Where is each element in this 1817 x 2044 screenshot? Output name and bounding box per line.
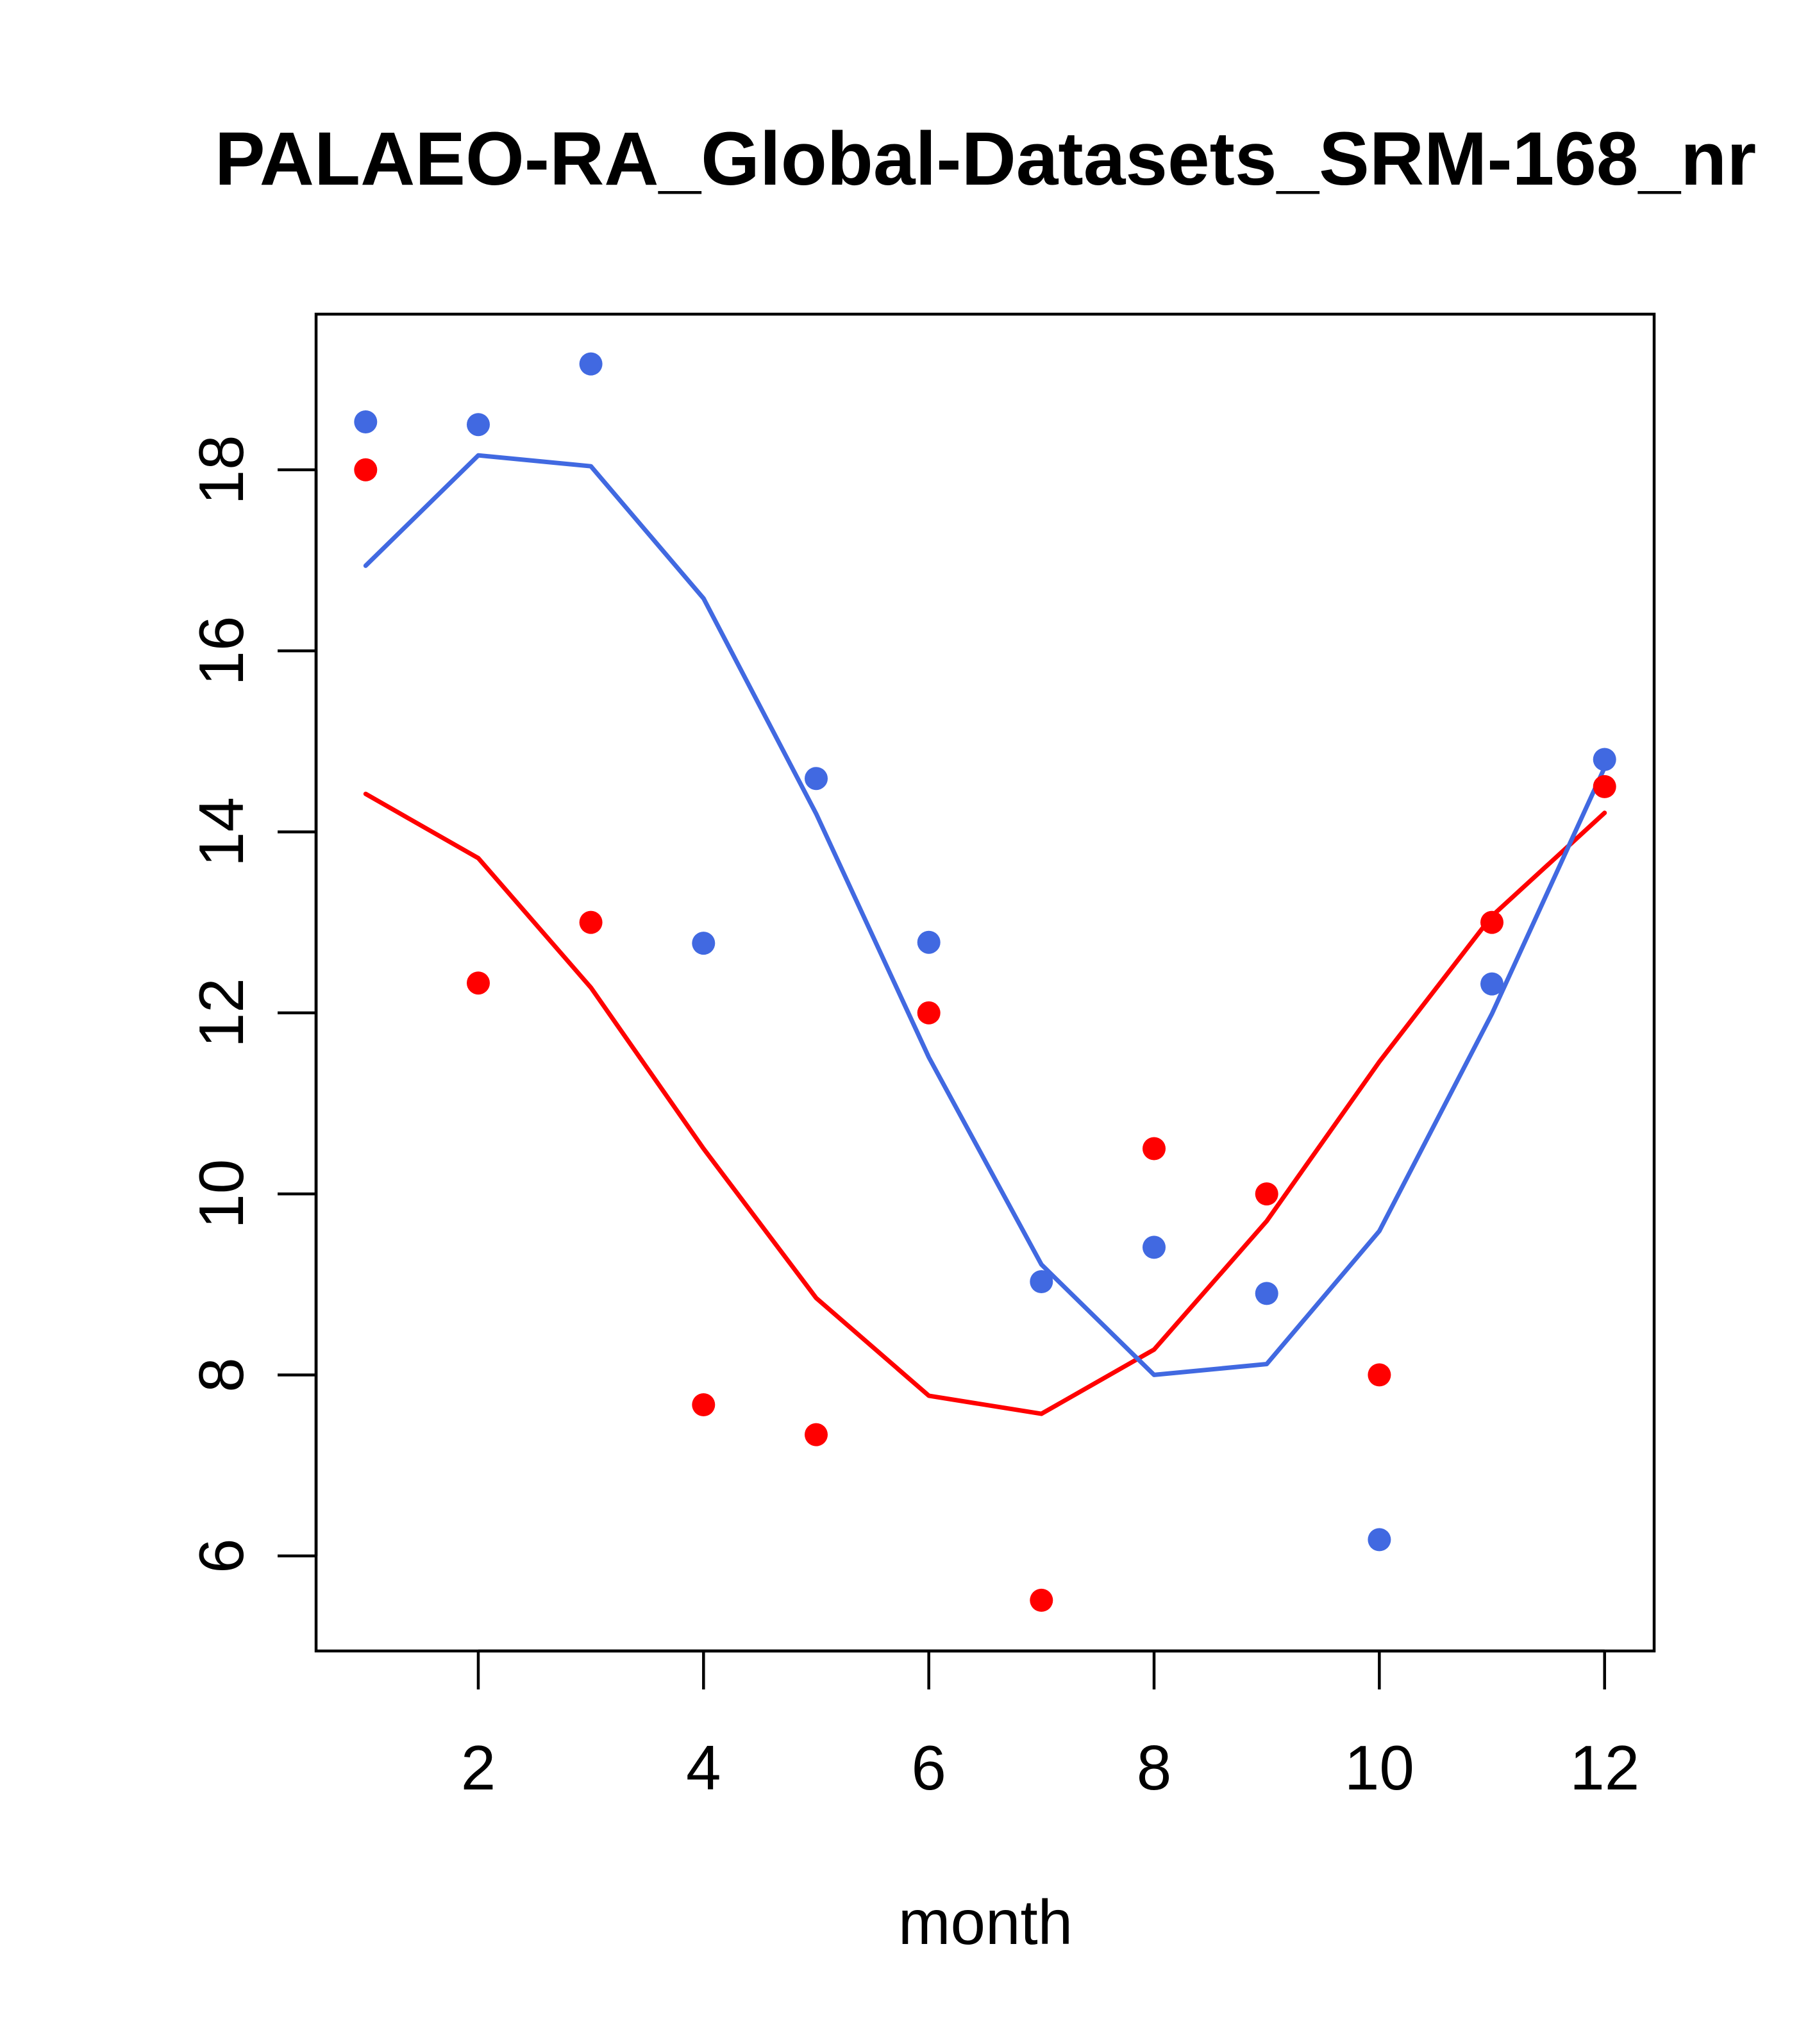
x-axis-label: month <box>898 1887 1073 1957</box>
blue-points <box>354 352 1616 1552</box>
y-axis: 6 8 10 12 14 16 18 <box>186 435 318 1574</box>
blue-points-point <box>579 352 603 376</box>
blue-points-point <box>1480 972 1503 996</box>
y-tick-label: 14 <box>186 797 256 867</box>
x-tick-label: 6 <box>911 1732 946 1803</box>
y-tick-label: 6 <box>186 1539 256 1574</box>
x-tick-label: 4 <box>686 1732 721 1803</box>
series-layer <box>354 352 1616 1612</box>
chart-title: PALAEO-RA_Global-Datasets_SRM-168_nr <box>215 117 1756 201</box>
blue-points-point <box>692 932 716 955</box>
red-points-point <box>917 1001 941 1025</box>
red-line <box>363 791 1607 1416</box>
red-points-point <box>692 1393 716 1416</box>
red-points-point <box>1368 1363 1391 1387</box>
y-tick-label: 18 <box>186 435 256 505</box>
blue-points-point <box>1593 748 1616 771</box>
red-points-point <box>1030 1588 1053 1612</box>
red-points-point <box>579 910 603 934</box>
blue-points-point <box>354 410 378 433</box>
blue-points-point <box>467 413 490 437</box>
plot-frame <box>314 312 1656 1653</box>
blue-points-point <box>1030 1270 1053 1293</box>
blue-points-point <box>1368 1528 1391 1552</box>
y-tick-label: 16 <box>186 616 256 686</box>
y-tick-label: 10 <box>186 1159 256 1229</box>
x-tick-label: 8 <box>1137 1732 1172 1803</box>
blue-points-point <box>1143 1236 1166 1259</box>
red-points <box>354 458 1616 1612</box>
x-tick-label: 10 <box>1344 1732 1414 1803</box>
red-points-point <box>805 1423 828 1446</box>
x-tick-label: 2 <box>461 1732 496 1803</box>
red-points-point <box>1480 910 1503 934</box>
blue-points-point <box>805 767 828 791</box>
red-points-point <box>1143 1137 1166 1160</box>
y-tick-label: 8 <box>186 1357 256 1393</box>
red-points-point <box>467 971 490 995</box>
x-axis: 2 4 6 8 10 12 <box>461 1649 1639 1803</box>
red-points-point <box>1255 1182 1278 1206</box>
blue-line <box>363 453 1607 1377</box>
y-tick-label: 12 <box>186 978 256 1048</box>
blue-points-point <box>1255 1282 1278 1305</box>
red-points-point <box>354 458 378 482</box>
red-points-point <box>1593 775 1616 798</box>
x-tick-label: 12 <box>1570 1732 1639 1803</box>
blue-points-point <box>917 930 941 954</box>
